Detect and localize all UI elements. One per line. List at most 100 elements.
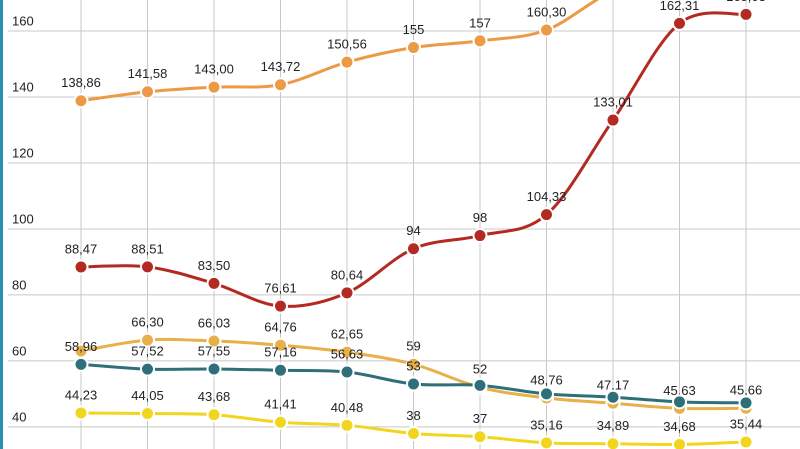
data-label: 62,65 <box>331 327 364 342</box>
point <box>406 241 421 257</box>
data-label: 64,76 <box>264 320 297 335</box>
point <box>73 405 89 421</box>
data-label: 57,52 <box>131 344 164 359</box>
data-label: 47,17 <box>597 378 630 393</box>
data-label: 104,33 <box>527 189 567 204</box>
point <box>406 356 421 372</box>
data-label: 35,16 <box>530 417 563 432</box>
point <box>472 33 488 49</box>
data-label: 141,58 <box>128 66 168 81</box>
point <box>273 414 288 430</box>
point <box>539 22 554 38</box>
point <box>339 364 355 380</box>
point <box>406 40 421 56</box>
point <box>73 356 89 372</box>
data-label: 57,16 <box>264 345 297 360</box>
data-label: 150,56 <box>327 37 367 52</box>
y-tick-label: 40 <box>12 409 26 424</box>
data-label: 56,63 <box>331 346 364 361</box>
data-label: 53 <box>406 358 420 373</box>
data-label: 165,03 <box>726 0 766 4</box>
data-label: 143,72 <box>261 59 301 74</box>
point <box>273 337 288 353</box>
data-label: 138,86 <box>61 75 101 90</box>
point <box>206 79 222 95</box>
data-label: 43,68 <box>198 389 231 404</box>
point <box>672 15 687 31</box>
point <box>406 376 421 392</box>
point <box>140 332 155 348</box>
data-label: 157 <box>469 15 491 30</box>
data-label: 35,44 <box>730 416 763 431</box>
data-label: 59 <box>406 339 420 354</box>
y-tick-label: 140 <box>12 79 34 94</box>
data-label: 155 <box>403 22 425 37</box>
point <box>406 425 421 441</box>
point <box>73 259 89 275</box>
point <box>672 394 687 410</box>
frame-edge <box>0 0 3 449</box>
point <box>605 436 621 449</box>
point <box>140 259 155 275</box>
data-label: 48,76 <box>530 372 563 387</box>
point <box>605 389 621 405</box>
data-label: 44,23 <box>65 387 98 402</box>
point <box>140 406 155 422</box>
data-label: 83,50 <box>198 258 231 273</box>
y-tick-label: 60 <box>12 343 26 358</box>
data-label: 44,05 <box>131 388 164 403</box>
y-tick-label: 160 <box>12 13 34 28</box>
data-label: 143,00 <box>194 62 234 77</box>
data-label: 45,66 <box>730 383 763 398</box>
y-tick-label: 80 <box>12 277 26 292</box>
y-tick-label: 120 <box>12 145 34 160</box>
data-label: 57,55 <box>198 343 231 358</box>
point <box>672 436 687 449</box>
data-label: 38 <box>406 408 420 423</box>
data-label: 80,64 <box>331 267 364 282</box>
data-label: 37 <box>473 411 487 426</box>
data-label: 58,96 <box>65 339 98 354</box>
data-label: 52 <box>473 362 487 377</box>
point <box>472 377 488 393</box>
y-tick-label: 100 <box>12 211 34 226</box>
point <box>73 93 89 109</box>
data-label: 76,61 <box>264 281 297 296</box>
data-label: 34,89 <box>597 418 630 433</box>
point <box>339 285 355 301</box>
point <box>140 361 155 377</box>
data-label: 160,30 <box>527 4 567 19</box>
data-label: 40,48 <box>331 400 364 415</box>
data-label: 66,30 <box>131 315 164 330</box>
point <box>273 298 288 314</box>
point <box>339 54 355 70</box>
data-label: 66,03 <box>198 315 231 330</box>
point <box>738 6 754 22</box>
point <box>339 344 355 360</box>
data-label: 162,31 <box>660 0 700 13</box>
point <box>472 429 488 445</box>
point <box>206 333 222 349</box>
point <box>206 275 222 291</box>
data-label: 98 <box>473 210 487 225</box>
data-label: 41,41 <box>264 397 297 412</box>
point <box>273 77 288 93</box>
point <box>539 207 554 223</box>
data-label: 94 <box>406 223 420 238</box>
data-label: 88,47 <box>65 241 98 256</box>
point <box>738 395 754 411</box>
point <box>206 407 222 423</box>
point <box>140 84 155 100</box>
data-label: 133,01 <box>593 94 633 109</box>
point <box>273 362 288 378</box>
point <box>539 386 554 402</box>
point <box>539 435 554 449</box>
data-label: 45,63 <box>663 383 696 398</box>
point <box>339 417 355 433</box>
data-label: 88,51 <box>131 241 164 256</box>
point <box>605 112 621 128</box>
point <box>206 361 222 377</box>
point <box>738 434 754 449</box>
data-label: 34,68 <box>663 419 696 434</box>
